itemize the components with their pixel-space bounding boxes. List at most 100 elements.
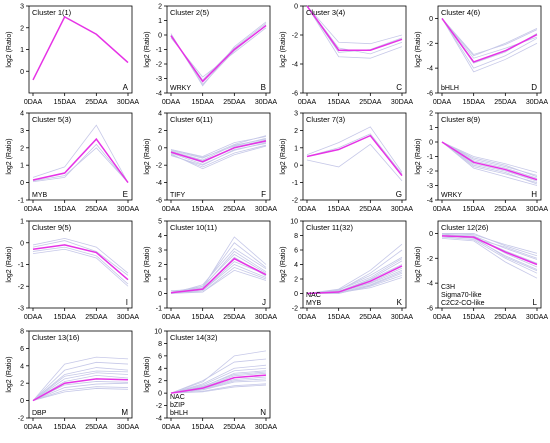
y-tick-label: -3 xyxy=(427,183,433,190)
x-tick-label: 30DAA xyxy=(117,99,140,106)
gene-family-label: Sigma70-like xyxy=(441,292,482,299)
y-tick-label: -4 xyxy=(292,62,298,69)
y-axis-label: log2 (Ratio) xyxy=(6,138,13,174)
panel-letter: L xyxy=(533,298,538,307)
y-tick-label: 3 xyxy=(158,248,162,255)
member-line xyxy=(306,133,403,175)
gene-family-label: MYB xyxy=(32,192,48,199)
panel-title: Cluster 1(1) xyxy=(32,8,72,17)
gene-family-label: WRKY xyxy=(441,192,462,199)
panel-letter: D xyxy=(531,83,537,92)
member-line xyxy=(170,137,267,158)
member-line xyxy=(441,233,538,254)
panel-letter: M xyxy=(121,408,128,417)
y-tick-label: 1 xyxy=(294,145,298,152)
member-line xyxy=(441,141,538,173)
gene-family-label: bHLH xyxy=(441,85,459,92)
y-tick-label: 2 xyxy=(158,128,162,135)
y-tick-label: 2 xyxy=(294,277,298,284)
y-tick-label: 4 xyxy=(20,363,24,370)
mean-line xyxy=(441,17,538,63)
x-tick-label: 25DAA xyxy=(494,314,517,321)
member-line xyxy=(441,18,538,55)
y-tick-label: 5 xyxy=(158,219,162,226)
panel-title: Cluster 10(11) xyxy=(170,223,217,232)
x-tick-label: 0DAA xyxy=(24,424,43,431)
y-tick-label: -4 xyxy=(427,66,433,73)
y-axis-label: log2 (Ratio) xyxy=(6,246,13,282)
x-tick-label: 0DAA xyxy=(433,206,452,213)
y-tick-label: 0 xyxy=(20,69,24,76)
gene-family-label: C2C2-CO-like xyxy=(441,300,485,307)
member-line xyxy=(32,386,129,401)
y-tick-label: 1 xyxy=(20,163,24,170)
member-line xyxy=(32,124,129,183)
y-axis-label: log2 (Ratio) xyxy=(415,31,422,67)
y-tick-label: -2 xyxy=(427,256,433,263)
y-tick-label: 0 xyxy=(20,180,24,187)
y-axis-label: log2 (Ratio) xyxy=(280,138,287,174)
x-tick-label: 30DAA xyxy=(391,314,414,321)
member-line xyxy=(170,27,267,78)
y-tick-label: 10 xyxy=(290,219,298,226)
y-tick-label: 0 xyxy=(429,140,433,147)
y-tick-label: 0 xyxy=(20,398,24,405)
x-tick-label: 15DAA xyxy=(192,424,215,431)
panel-frame xyxy=(437,5,542,94)
y-tick-label: 4 xyxy=(158,366,162,373)
y-axis-label: log2 (Ratio) xyxy=(144,356,151,392)
y-tick-label: 0 xyxy=(294,163,298,170)
member-line xyxy=(170,248,267,294)
member-line xyxy=(32,388,129,401)
x-tick-label: 30DAA xyxy=(255,206,278,213)
member-line xyxy=(441,141,538,186)
x-tick-label: 0DAA xyxy=(298,314,317,321)
x-tick-label: 15DAA xyxy=(328,314,351,321)
x-tick-label: 0DAA xyxy=(162,206,181,213)
y-tick-label: -2 xyxy=(18,416,24,423)
x-tick-label: 30DAA xyxy=(391,206,414,213)
y-tick-label: 0 xyxy=(429,231,433,238)
y-tick-label: -6 xyxy=(427,91,433,98)
gene-family-label: MYB xyxy=(306,300,322,307)
y-tick-label: -1 xyxy=(156,306,162,313)
cluster-panel-5: -1 0 1 2 3 4 0DAA 15DAA 25DAA 30DAA log2 (Ratio) Cl… xyxy=(6,111,139,214)
panel-title: Cluster 5(3) xyxy=(32,115,72,124)
x-tick-label: 25DAA xyxy=(494,99,517,106)
member-line xyxy=(306,143,403,182)
gene-family-label: bZIP xyxy=(170,402,185,409)
y-axis-label: log2 (Ratio) xyxy=(415,246,422,282)
x-tick-label: 15DAA xyxy=(328,206,351,213)
member-line xyxy=(32,372,129,401)
y-tick-label: 0 xyxy=(158,291,162,298)
x-tick-label: 0DAA xyxy=(24,99,43,106)
x-tick-label: 25DAA xyxy=(223,424,246,431)
mean-line xyxy=(441,141,538,181)
panel-letter: J xyxy=(262,298,266,307)
cluster-panel-11: -2 0 2 4 6 8 10 0DAA 15DAA 25DAA 30DAA log2 (Ratio)… xyxy=(280,219,413,322)
panel-frame xyxy=(437,220,542,309)
panel-title: Cluster 9(5) xyxy=(32,223,72,232)
gene-family-label: NAC xyxy=(170,394,185,401)
x-tick-label: 0DAA xyxy=(162,314,181,321)
panel-title: Cluster 8(9) xyxy=(441,115,481,124)
x-tick-label: 0DAA xyxy=(433,99,452,106)
y-tick-label: -1 xyxy=(18,198,24,205)
panel-frame xyxy=(302,5,407,94)
x-tick-label: 0DAA xyxy=(24,314,43,321)
member-line xyxy=(306,258,403,294)
y-tick-label: -2 xyxy=(156,163,162,170)
y-tick-label: 10 xyxy=(154,329,162,336)
y-tick-label: 4 xyxy=(158,111,162,118)
x-tick-label: 25DAA xyxy=(85,206,108,213)
y-tick-label: 0 xyxy=(294,291,298,298)
y-tick-label: 2 xyxy=(158,262,162,269)
y-tick-label: 0 xyxy=(294,4,298,11)
mean-line xyxy=(170,257,267,294)
y-tick-label: -2 xyxy=(427,41,433,48)
member-line xyxy=(170,350,267,394)
y-tick-label: -6 xyxy=(156,198,162,205)
y-tick-label: 3 xyxy=(20,4,24,11)
